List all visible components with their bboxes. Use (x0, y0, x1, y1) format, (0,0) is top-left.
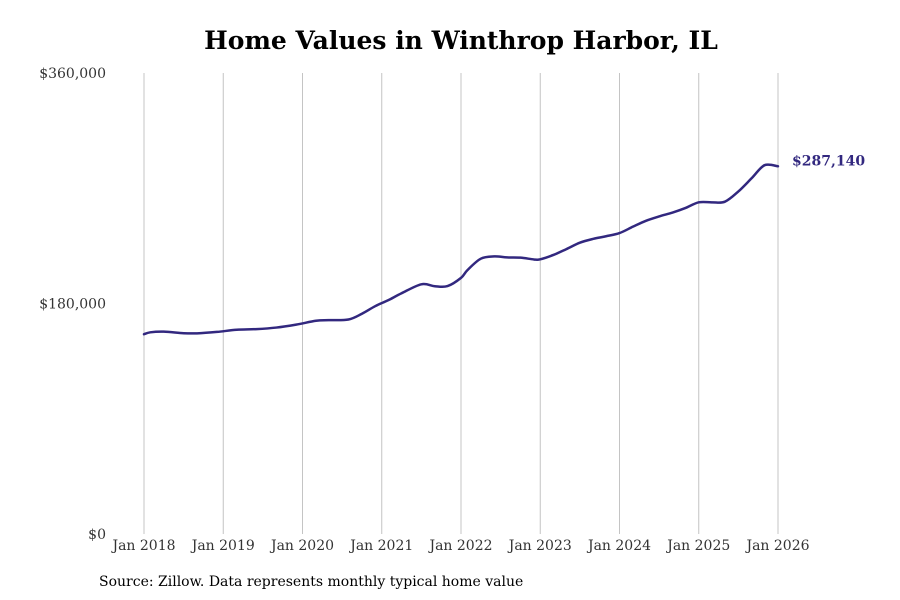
data-labels: $287,140 (792, 153, 865, 169)
end-value-label: $287,140 (792, 153, 865, 169)
y-axis-tick-labels: $0 $180,000 $360,000 (39, 66, 106, 543)
x-tick-label: Jan 2025 (665, 538, 730, 554)
x-tick-label: Jan 2021 (348, 538, 413, 554)
y-tick-label: $360,000 (39, 66, 106, 82)
series-line (142, 163, 780, 336)
x-tick-label: Jan 2019 (190, 538, 255, 554)
x-axis-tick-labels: Jan 2018 Jan 2019 Jan 2020 Jan 2021 Jan 2022… (110, 538, 809, 554)
x-tick-label: Jan 2020 (269, 538, 334, 554)
x-tick-label: Jan 2018 (110, 538, 175, 554)
y-tick-label: $180,000 (39, 297, 106, 313)
x-tick-label: Jan 2026 (744, 538, 809, 554)
grid-lines (143, 73, 779, 534)
x-tick-label: Jan 2023 (507, 538, 572, 554)
series-lines (142, 163, 780, 336)
source-note: Source: Zillow. Data represents monthly … (99, 574, 524, 590)
chart-title: Home Values in Winthrop Harbor, IL (204, 26, 718, 55)
x-tick-label: Jan 2022 (427, 538, 492, 554)
y-tick-label: $0 (88, 527, 106, 543)
x-tick-label: Jan 2024 (586, 538, 651, 554)
